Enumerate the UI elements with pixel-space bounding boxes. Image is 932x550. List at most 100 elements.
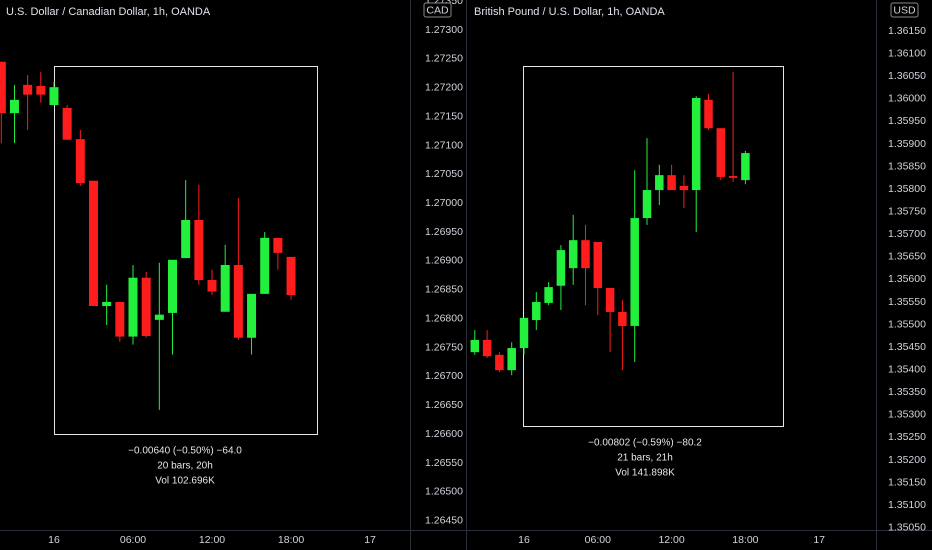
measure-box <box>523 66 784 427</box>
y-tick-label: 1.35950 <box>888 115 926 127</box>
candle-body <box>482 339 492 357</box>
y-tick-label: 1.27050 <box>425 168 463 180</box>
y-tick-label: 1.35350 <box>888 386 926 398</box>
candle-body <box>532 302 541 321</box>
candle-body <box>102 301 112 306</box>
y-tick-label: 1.35750 <box>888 206 926 218</box>
candle-body <box>630 218 639 326</box>
y-tick-label: 1.35300 <box>888 409 926 421</box>
measure-text: −0.00640 (−0.50%) −64.0 <box>128 446 242 457</box>
y-tick-label: 1.35450 <box>888 341 926 353</box>
y-tick-label: 1.35400 <box>888 364 926 376</box>
candle-body <box>544 287 553 303</box>
candle-body <box>556 250 566 286</box>
y-tick-label: 1.26850 <box>425 284 463 296</box>
candle-body <box>49 87 59 106</box>
x-tick-label: 06:00 <box>585 534 611 546</box>
y-tick-label: 1.27300 <box>425 24 463 36</box>
y-tick-label: 1.35250 <box>888 431 926 443</box>
candle-body <box>62 107 72 140</box>
y-tick-label: 1.36050 <box>888 70 926 82</box>
candle-body <box>679 185 689 191</box>
candle-body <box>128 277 138 337</box>
chart-title: U.S. Dollar / Canadian Dollar, 1h, OANDA <box>6 6 211 18</box>
candle-body <box>207 280 217 292</box>
y-tick-label: 1.35200 <box>888 454 926 466</box>
candle-body <box>88 180 98 306</box>
candle-body <box>618 311 627 326</box>
y-tick-label: 1.27250 <box>425 53 463 65</box>
x-tick-label: 18:00 <box>278 534 304 546</box>
candle-body <box>181 219 191 259</box>
y-tick-label: 1.35800 <box>888 183 926 195</box>
candle-body <box>704 99 713 129</box>
y-tick-label: 1.35900 <box>888 138 926 150</box>
candle-body <box>691 97 701 191</box>
candle-body <box>605 288 615 312</box>
candle-body <box>141 277 151 337</box>
candle-body <box>286 256 296 296</box>
candle-body <box>154 314 164 320</box>
x-tick-label: 16 <box>48 534 60 546</box>
y-tick-label: 1.27000 <box>425 197 463 209</box>
candle-body <box>716 128 726 177</box>
y-tick-label: 1.35500 <box>888 318 926 330</box>
measure-text: 20 bars, 20h <box>157 461 213 472</box>
candle-body <box>220 265 230 312</box>
candle-body <box>470 339 480 353</box>
x-tick-label: 06:00 <box>120 534 146 546</box>
measure-text: 21 bars, 21h <box>617 453 673 464</box>
candle-body <box>273 237 283 253</box>
y-tick-label: 1.26900 <box>425 255 463 267</box>
y-tick-label: 1.26450 <box>425 515 463 527</box>
candle-body <box>581 240 590 269</box>
candle-body <box>75 139 85 184</box>
currency-badge <box>890 2 919 18</box>
candle-body <box>23 84 33 95</box>
currency-label: USD <box>893 4 916 16</box>
x-tick-label: 12:00 <box>658 534 684 546</box>
candle-body <box>115 301 125 337</box>
y-tick-label: 1.35650 <box>888 251 926 263</box>
y-tick-label: 1.26500 <box>425 486 463 498</box>
candle-body <box>168 259 178 313</box>
chart-title: British Pound / U.S. Dollar, 1h, OANDA <box>474 6 665 18</box>
y-tick-label: 1.36000 <box>888 93 926 105</box>
candle-body <box>247 293 257 338</box>
currency-badge <box>423 2 452 18</box>
candle-body <box>260 237 270 294</box>
candle-body <box>495 354 504 371</box>
y-tick-label: 1.26550 <box>425 457 463 469</box>
y-tick-label: 1.35050 <box>888 522 926 534</box>
y-tick-label: 1.27100 <box>425 139 463 151</box>
candle-body <box>36 86 46 95</box>
y-tick-label: 1.36100 <box>888 48 926 60</box>
candle-body <box>642 190 652 219</box>
y-tick-label: 1.35850 <box>888 160 926 172</box>
candle-body <box>9 99 19 114</box>
candle-body <box>728 176 738 178</box>
candle-body <box>519 317 529 349</box>
x-tick-label: 16 <box>518 534 530 546</box>
y-tick-label: 1.26650 <box>425 399 463 411</box>
y-tick-label: 1.35600 <box>888 273 926 285</box>
axes: 1.273501.273001.272501.272001.271501.271… <box>48 0 926 546</box>
candle-body <box>507 348 516 371</box>
y-tick-label: 1.27150 <box>425 110 463 122</box>
y-tick-label: 1.26950 <box>425 226 463 238</box>
y-tick-label: 1.35100 <box>888 499 926 511</box>
y-tick-label: 1.35700 <box>888 228 926 240</box>
candle-body <box>655 175 664 191</box>
y-tick-label: 1.36150 <box>888 25 926 37</box>
right-plot <box>470 66 784 427</box>
measure-text: Vol 102.696K <box>155 476 215 487</box>
candle-body <box>741 153 750 181</box>
candle-body <box>593 241 603 289</box>
measure-box <box>54 66 318 435</box>
measure-text: −0.00802 (−0.59%) −80.2 <box>588 438 702 449</box>
y-tick-label: 1.26700 <box>425 370 463 382</box>
y-tick-label: 1.26800 <box>425 312 463 324</box>
candle-body <box>0 61 6 114</box>
x-tick-label: 18:00 <box>732 534 758 546</box>
y-tick-label: 1.26750 <box>425 341 463 353</box>
